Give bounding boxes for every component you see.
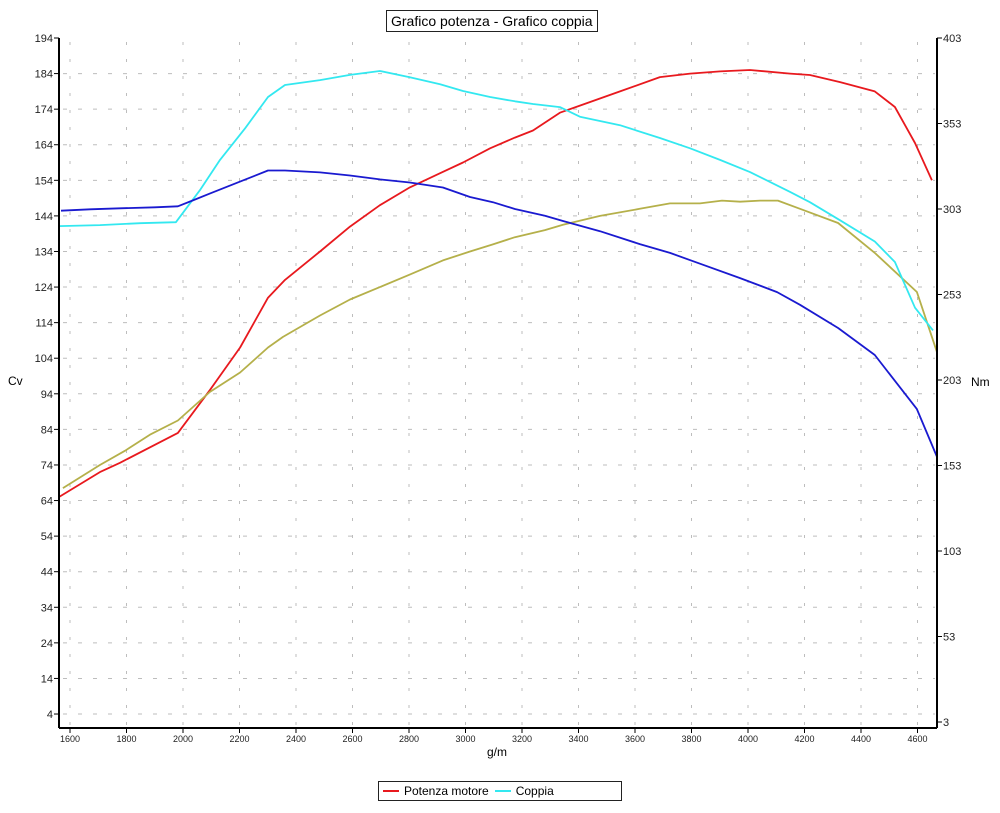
svg-text:303: 303 — [943, 204, 961, 216]
legend-swatch-red-icon — [383, 790, 399, 792]
svg-text:134: 134 — [35, 246, 53, 258]
svg-text:4200: 4200 — [794, 734, 814, 744]
svg-text:3800: 3800 — [681, 734, 701, 744]
axes: 1941841741641541441341241141049484746454… — [35, 33, 962, 744]
svg-text:4600: 4600 — [907, 734, 927, 744]
svg-text:64: 64 — [41, 496, 53, 508]
x-axis-label: g/m — [487, 745, 508, 759]
svg-text:174: 174 — [35, 104, 53, 116]
svg-text:4000: 4000 — [738, 734, 758, 744]
legend-swatch-cyan-icon — [494, 790, 511, 792]
svg-text:2000: 2000 — [173, 734, 193, 744]
legend: Potenza motore Coppia — [378, 781, 622, 801]
svg-text:203: 203 — [943, 375, 961, 387]
svg-text:84: 84 — [41, 424, 53, 436]
svg-text:124: 124 — [35, 282, 53, 294]
legend-label: Potenza motore — [404, 784, 489, 798]
series-lines — [58, 69, 938, 498]
legend-item-potenza[interactable]: Potenza motore — [383, 784, 489, 798]
svg-text:2600: 2600 — [342, 734, 362, 744]
svg-text:3000: 3000 — [455, 734, 475, 744]
svg-text:184: 184 — [35, 69, 53, 81]
svg-text:94: 94 — [41, 389, 53, 401]
svg-text:3600: 3600 — [625, 734, 645, 744]
y-axis-right-label: Nm — [971, 375, 990, 389]
svg-text:353: 353 — [943, 119, 961, 131]
svg-text:403: 403 — [943, 33, 961, 45]
legend-item-coppia[interactable]: Coppia — [494, 784, 554, 798]
svg-text:164: 164 — [35, 140, 53, 152]
svg-text:103: 103 — [943, 546, 961, 558]
svg-text:144: 144 — [35, 211, 53, 223]
svg-text:14: 14 — [41, 673, 53, 685]
svg-text:54: 54 — [41, 531, 53, 543]
svg-text:2400: 2400 — [286, 734, 306, 744]
svg-text:34: 34 — [41, 602, 53, 614]
svg-text:2800: 2800 — [399, 734, 419, 744]
svg-text:194: 194 — [35, 33, 53, 45]
svg-text:114: 114 — [35, 318, 53, 330]
svg-text:3400: 3400 — [568, 734, 588, 744]
legend-label: Coppia — [515, 784, 554, 798]
svg-text:1600: 1600 — [60, 734, 80, 744]
svg-text:74: 74 — [41, 460, 53, 472]
svg-text:153: 153 — [943, 461, 961, 473]
svg-text:4400: 4400 — [851, 734, 871, 744]
svg-text:154: 154 — [35, 175, 53, 187]
svg-text:1800: 1800 — [116, 734, 136, 744]
svg-text:3200: 3200 — [512, 734, 532, 744]
svg-text:53: 53 — [943, 632, 955, 644]
chart-title: Grafico potenza - Grafico coppia — [386, 10, 598, 32]
svg-text:2200: 2200 — [229, 734, 249, 744]
svg-text:253: 253 — [943, 290, 961, 302]
svg-text:44: 44 — [41, 567, 53, 579]
y-axis-left-label: Cv — [8, 374, 23, 388]
svg-text:24: 24 — [41, 638, 53, 650]
svg-text:3: 3 — [943, 717, 949, 729]
svg-text:4: 4 — [47, 709, 53, 721]
svg-text:104: 104 — [35, 353, 53, 365]
